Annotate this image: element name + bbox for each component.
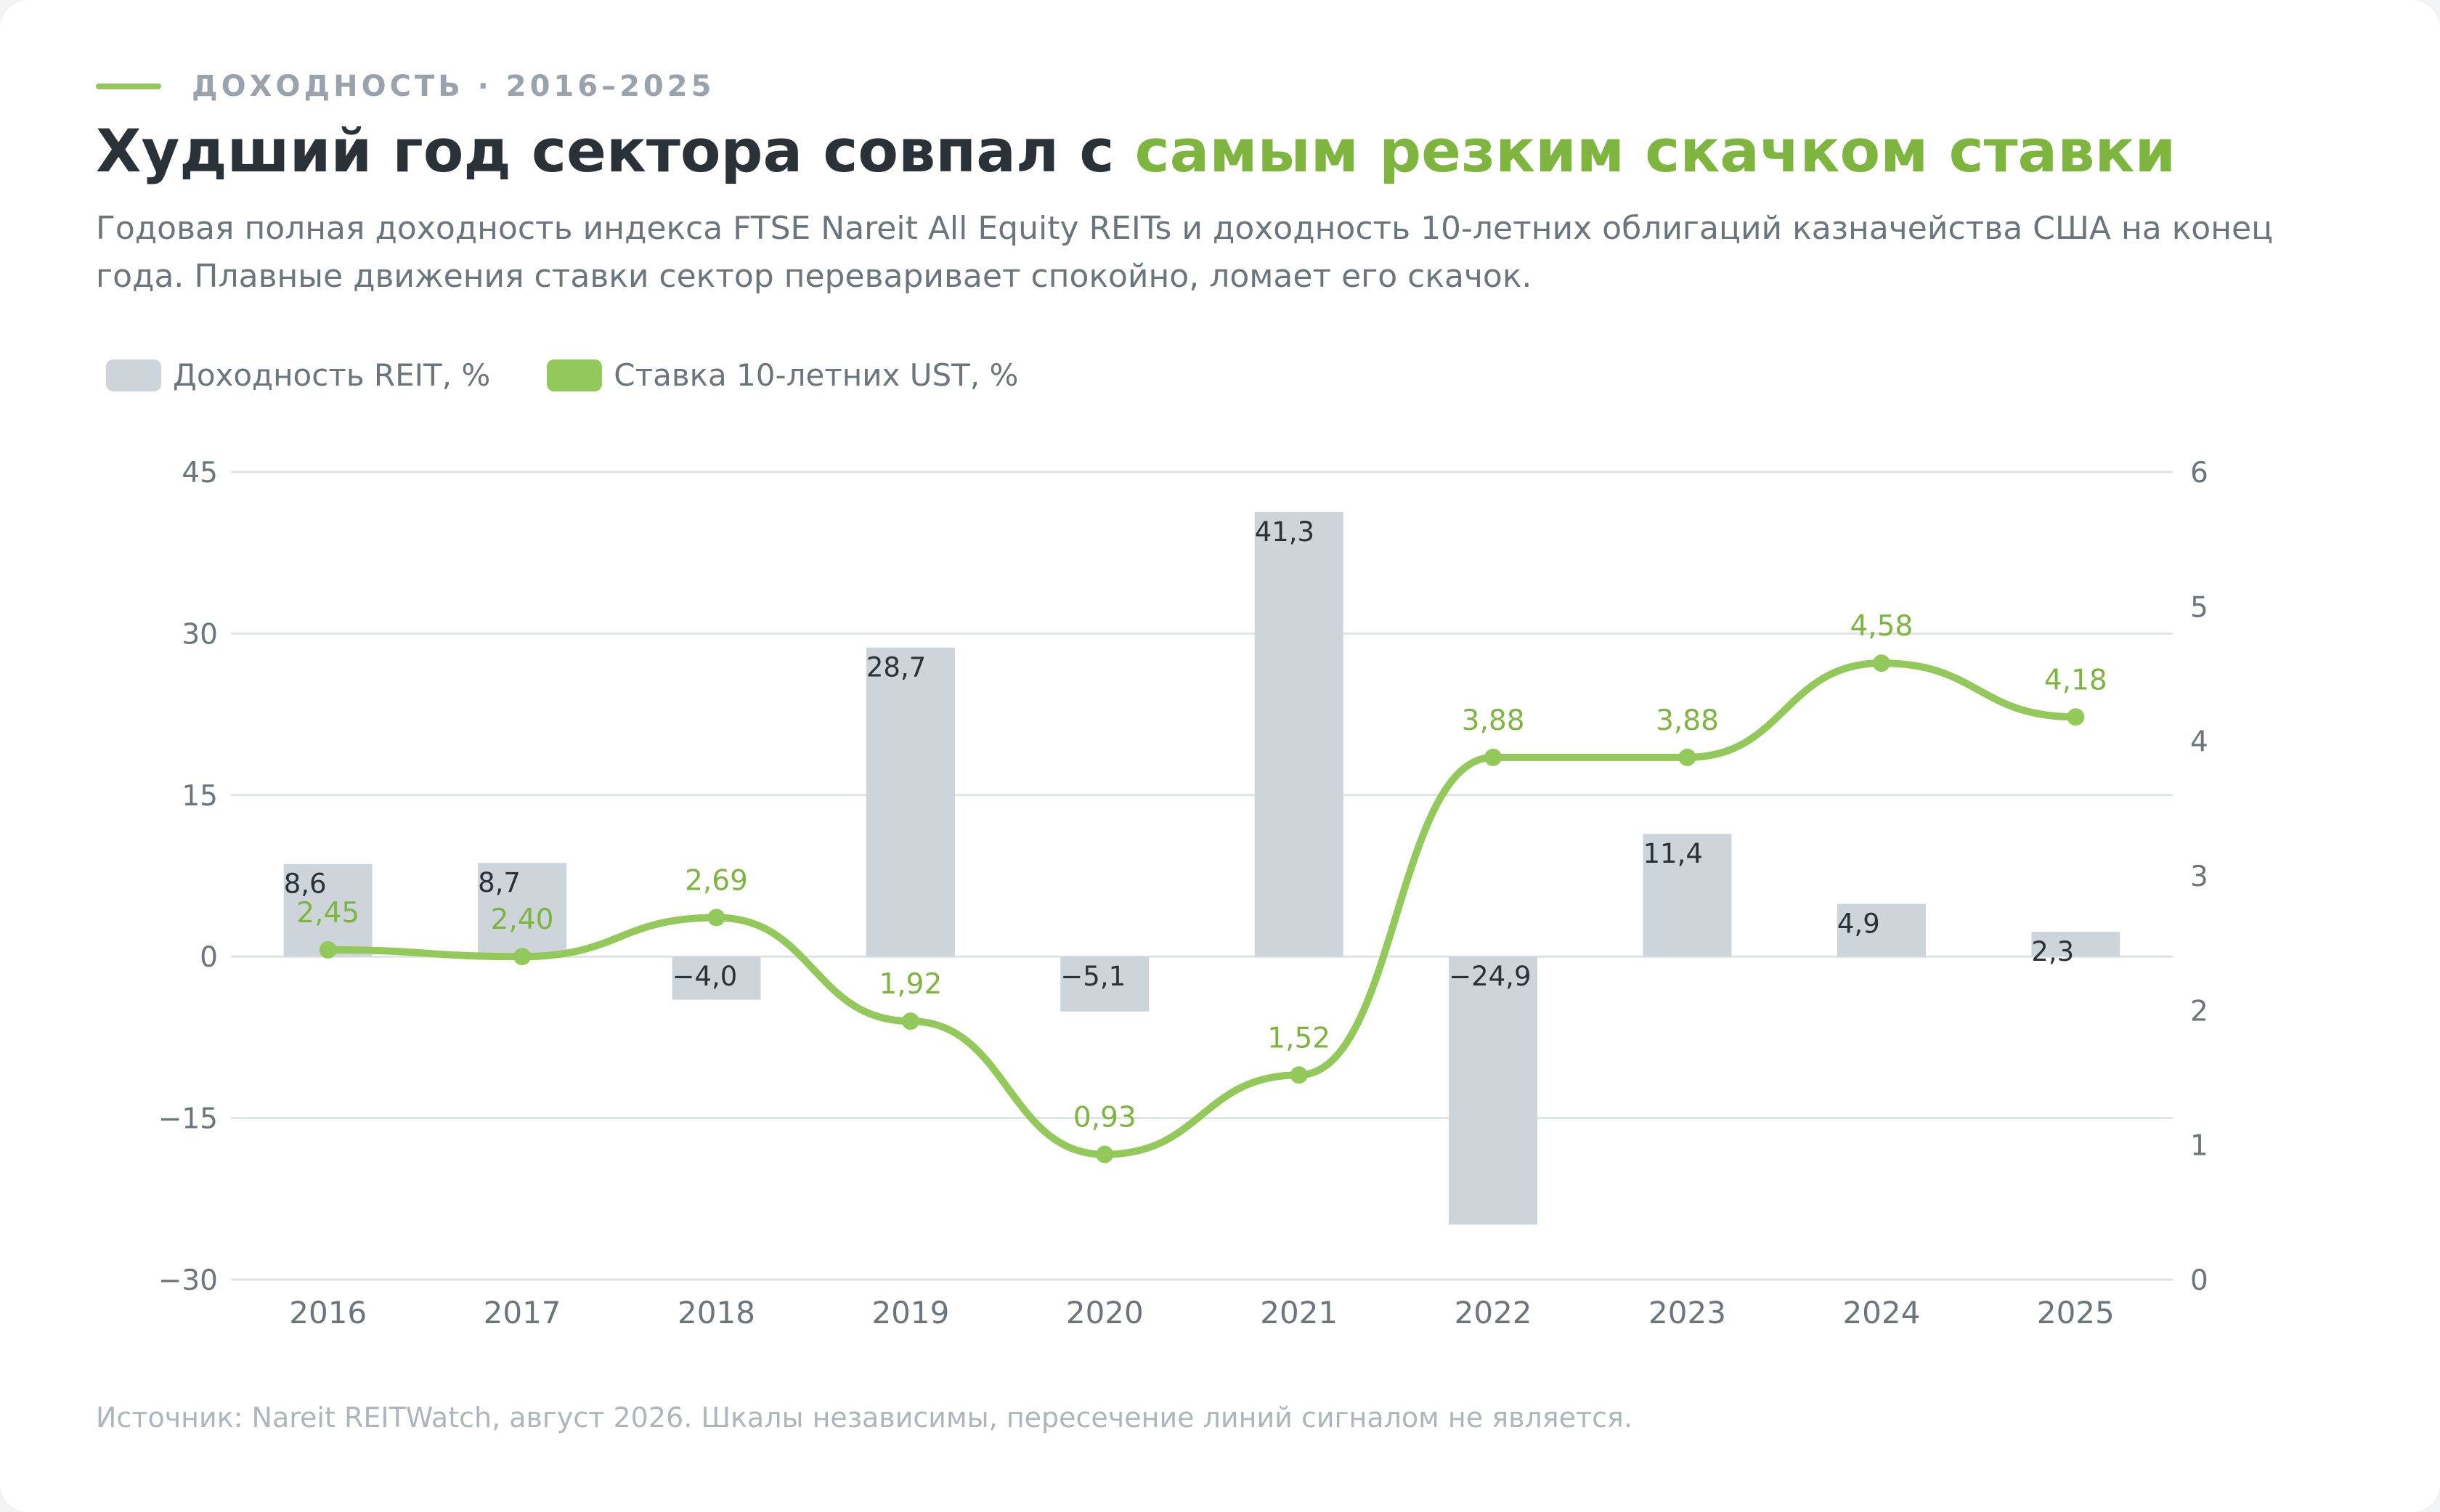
- x-tick-label: 2019: [871, 1295, 949, 1330]
- ust-point: [707, 909, 725, 927]
- ust-value-label: 0,93: [1073, 1102, 1136, 1134]
- y-left-tick-label: 45: [182, 457, 218, 489]
- x-tick-label: 2017: [484, 1295, 561, 1330]
- bar-value-label: 8,6: [284, 869, 327, 900]
- y-right-tick-label: 0: [2190, 1264, 2208, 1297]
- ust-point: [1290, 1066, 1308, 1084]
- bar-value-label: 8,7: [478, 867, 521, 898]
- x-tick-label: 2025: [2037, 1295, 2115, 1330]
- ust-value-label: 3,88: [1462, 704, 1525, 737]
- kicker: ДОХОДНОСТЬ · 2016–2025: [96, 70, 715, 103]
- bars-reit: [283, 511, 2120, 1225]
- ust-point: [1484, 748, 1502, 766]
- y-right-tick-label: 4: [2190, 726, 2208, 759]
- axis-ticks: 45 30 15 0 −15 −30 6 5 4 3 2 1 0 2016 2017 2018 2019 2020…: [158, 457, 2208, 1330]
- bar-reit: [1449, 956, 1538, 1225]
- legend-label-ust: Ставка 10-летних UST, %: [614, 357, 1019, 393]
- x-tick-label: 2016: [289, 1295, 367, 1330]
- bar-value-label: −24,9: [1449, 961, 1531, 992]
- y-right-tick-label: 5: [2190, 591, 2208, 624]
- bar-reit: [2031, 932, 2120, 957]
- y-left-tick-label: −15: [158, 1103, 218, 1136]
- bar-value-label: 28,7: [866, 652, 926, 683]
- ust-point-labels: 2,45 2,40 2,69 1,92 0,93 1,52 3,88 3,88 4,58 4,18: [296, 610, 2107, 1134]
- bar-reit: [866, 647, 955, 957]
- kicker-accent-line: [96, 84, 161, 89]
- bar-reit: [1643, 834, 1732, 957]
- legend-swatch-ust: [547, 359, 603, 391]
- title-highlight: самым резким скачком ставки: [1134, 118, 2176, 186]
- x-tick-label: 2022: [1455, 1295, 1532, 1330]
- ust-value-label: 1,92: [879, 968, 942, 1001]
- bar-reit: [1254, 511, 1343, 957]
- x-tick-label: 2018: [678, 1295, 755, 1330]
- ust-point: [901, 1012, 919, 1031]
- footnote-source: Источник: Nareit REITWatch, август 2026.…: [96, 1402, 1632, 1434]
- bar-reit: [478, 863, 567, 957]
- y-right-tick-label: 2: [2190, 995, 2208, 1028]
- bar-value-label: 2,3: [2031, 936, 2074, 967]
- ust-point: [1678, 748, 1696, 766]
- bar-labels: 8,6 8,7 −4,0 28,7 −5,1 41,3 −24,9 11,4 4,9 2,3: [284, 516, 2074, 992]
- bar-reit: [672, 956, 761, 1000]
- y-left-tick-label: −30: [158, 1264, 218, 1297]
- chart-subtitle: Годовая полная доходность индекса FTSE N…: [96, 210, 2274, 295]
- x-tick-label: 2020: [1066, 1295, 1144, 1330]
- bar-value-label: −5,1: [1060, 961, 1126, 992]
- ust-value-label: 1,52: [1267, 1022, 1330, 1054]
- ust-point: [2067, 708, 2085, 726]
- y-left-tick-label: 0: [200, 941, 218, 974]
- y-right-tick-label: 6: [2190, 457, 2208, 489]
- ust-point: [1096, 1145, 1114, 1163]
- bar-value-label: 11,4: [1643, 838, 1703, 869]
- x-tick-label: 2021: [1260, 1295, 1338, 1330]
- y-right-tick-label: 1: [2190, 1130, 2208, 1163]
- ust-points: [319, 654, 2085, 1163]
- legend-swatch-reit: [106, 359, 161, 391]
- legend-item-ust: Ставка 10-летних UST, %: [547, 357, 1018, 393]
- legend-label-reit: Доходность REIT, %: [173, 357, 491, 393]
- y-left-tick-label: 30: [182, 618, 218, 651]
- bar-value-label: −4,0: [672, 961, 738, 992]
- y-right-tick-label: 3: [2190, 861, 2208, 893]
- bar-value-label: 41,3: [1255, 516, 1314, 548]
- ust-point: [1872, 654, 1890, 672]
- bar-reit: [1837, 903, 1926, 957]
- ust-line: [324, 659, 2080, 1158]
- ust-value-label: 4,58: [1850, 610, 1913, 643]
- ust-value-label: 4,18: [2044, 664, 2107, 696]
- chart-title: Худший год сектора совпал с самым резким…: [96, 118, 2176, 186]
- x-tick-label: 2023: [1648, 1295, 1726, 1330]
- ust-value-label: 2,69: [685, 864, 748, 897]
- title-main: Худший год сектора совпал с: [96, 118, 1135, 186]
- kicker-text: ДОХОДНОСТЬ · 2016–2025: [192, 70, 715, 103]
- x-tick-label: 2024: [1842, 1295, 1920, 1330]
- legend-item-reit: Доходность REIT, %: [106, 357, 490, 393]
- y-left-tick-label: 15: [182, 780, 218, 813]
- bar-value-label: 4,9: [1837, 909, 1880, 940]
- ust-point: [513, 948, 532, 966]
- bar-reit: [1060, 956, 1150, 1012]
- ust-value-label: 3,88: [1656, 704, 1719, 737]
- ust-value-label: 2,45: [296, 897, 359, 930]
- ust-value-label: 2,40: [491, 903, 554, 936]
- ust-point: [319, 940, 337, 959]
- legend: Доходность REIT, % Ставка 10-летних UST,…: [106, 357, 1075, 393]
